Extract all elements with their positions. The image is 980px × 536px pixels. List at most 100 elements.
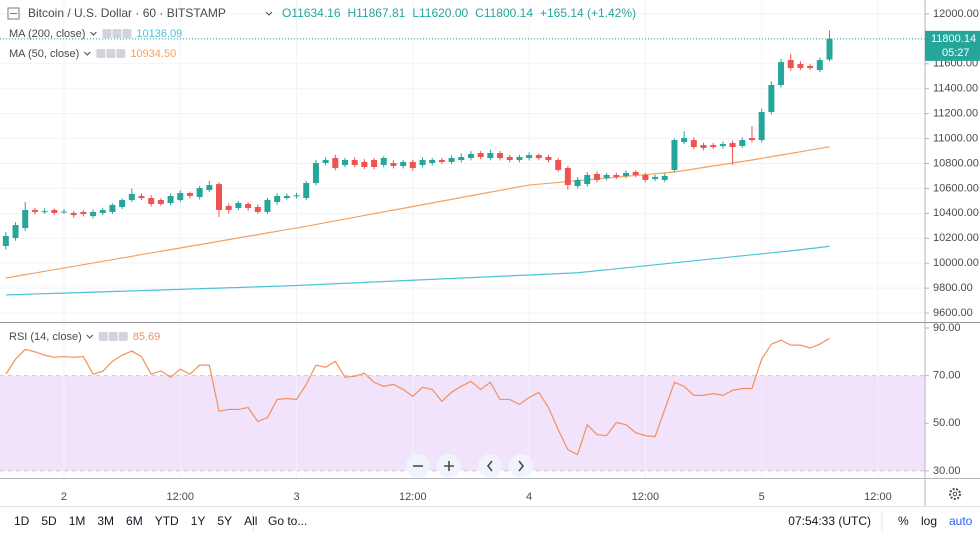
candle-body bbox=[293, 195, 300, 197]
candle-body bbox=[254, 206, 261, 212]
bottom-toolbar: Go to... 07:54:33 (UTC) % log auto 1D 5D 1… bbox=[14, 512, 973, 531]
candle-body bbox=[264, 200, 271, 212]
candle-body bbox=[148, 198, 155, 204]
candle-body bbox=[390, 162, 397, 166]
scroll-left-button[interactable] bbox=[478, 454, 502, 478]
range-button[interactable]: 6M bbox=[126, 514, 143, 528]
x-tick-label: 12:00 bbox=[632, 491, 660, 503]
auto-toggle[interactable]: auto bbox=[949, 514, 973, 528]
candle-body bbox=[778, 62, 785, 85]
y-tick-label: 50.00 bbox=[933, 417, 961, 429]
candle-body bbox=[681, 138, 688, 143]
scroll-right-button[interactable] bbox=[509, 454, 533, 478]
range-button[interactable]: 1M bbox=[69, 514, 86, 528]
indicator-name: MA (50, close) bbox=[9, 48, 79, 60]
candle-body bbox=[225, 205, 232, 210]
candle-body bbox=[274, 196, 281, 202]
x-tick-label: 4 bbox=[526, 491, 532, 503]
range-button[interactable]: 1Y bbox=[191, 514, 206, 528]
candle-body bbox=[283, 196, 290, 199]
candle-body bbox=[167, 196, 174, 203]
countdown: 05:27 bbox=[942, 47, 970, 59]
candle-body bbox=[128, 194, 135, 201]
goto-button[interactable]: Go to... bbox=[268, 514, 307, 528]
log-toggle[interactable]: log bbox=[921, 514, 937, 528]
settings-icon bbox=[952, 491, 958, 497]
candle-body bbox=[371, 160, 378, 167]
candle-body bbox=[574, 179, 581, 187]
candle-body bbox=[400, 161, 407, 166]
candle-body bbox=[467, 154, 474, 159]
candle-body bbox=[177, 193, 184, 201]
candle-body bbox=[661, 175, 668, 180]
settings-icon bbox=[949, 488, 961, 500]
range-button[interactable]: YTD bbox=[155, 514, 179, 528]
candle-body bbox=[739, 140, 746, 147]
indicator-value: 85.69 bbox=[133, 331, 161, 343]
candle-body bbox=[807, 66, 814, 69]
candle-body bbox=[826, 38, 833, 60]
candle-body bbox=[380, 158, 387, 165]
candle-body bbox=[710, 145, 717, 148]
grid bbox=[0, 0, 925, 478]
candle-body bbox=[245, 203, 252, 208]
range-button[interactable]: 1D bbox=[14, 514, 30, 528]
x-tick-label: 2 bbox=[61, 491, 67, 503]
candle-body bbox=[332, 158, 339, 168]
range-button[interactable]: All bbox=[244, 514, 257, 528]
candle-body bbox=[497, 153, 504, 159]
candle-body bbox=[22, 209, 29, 229]
zoom-in-icon bbox=[444, 461, 454, 471]
candle-body bbox=[719, 144, 726, 147]
y-tick-label: 12000.00 bbox=[933, 8, 979, 20]
y-tick-label: 11400.00 bbox=[933, 83, 978, 95]
dropdown-icon bbox=[86, 334, 94, 339]
candle-body bbox=[109, 204, 116, 212]
zoom-controls bbox=[406, 454, 533, 478]
candle-body bbox=[700, 145, 707, 149]
candle-body bbox=[564, 167, 571, 186]
range-button[interactable]: 5D bbox=[41, 514, 57, 528]
collapse-icon[interactable] bbox=[7, 7, 20, 20]
y-tick-label: 10000.00 bbox=[933, 257, 979, 269]
candle-body bbox=[80, 211, 87, 214]
indicator-value: 10934.50 bbox=[130, 48, 176, 60]
y-tick-label: 70.00 bbox=[933, 370, 961, 382]
range-button[interactable]: 3M bbox=[97, 514, 114, 528]
dropdown-icon[interactable] bbox=[265, 11, 273, 16]
ohlc-value: L11620.00 bbox=[412, 6, 468, 20]
candle-body bbox=[119, 200, 126, 207]
candle-body bbox=[138, 196, 145, 199]
candle-body bbox=[729, 143, 736, 148]
candle-body bbox=[526, 155, 533, 159]
x-tick-label: 3 bbox=[293, 491, 299, 503]
candle-body bbox=[341, 160, 348, 165]
candle-body bbox=[477, 153, 484, 158]
rsi-line bbox=[5, 337, 830, 456]
candle-body bbox=[448, 158, 455, 162]
candle-body bbox=[235, 202, 242, 208]
scroll-left-icon bbox=[486, 460, 493, 472]
candle-body bbox=[322, 160, 329, 163]
indicator-icon bbox=[102, 29, 112, 38]
candle-body bbox=[90, 211, 97, 217]
clock: 07:54:33 (UTC) bbox=[788, 514, 871, 528]
indicator-icon bbox=[122, 29, 132, 38]
indicator-icon bbox=[112, 29, 122, 38]
candle-body bbox=[797, 64, 804, 69]
settings-button[interactable] bbox=[949, 488, 961, 500]
candle-body bbox=[748, 138, 755, 141]
candle-body bbox=[361, 161, 368, 167]
candle-body bbox=[632, 171, 639, 175]
candle-body bbox=[186, 193, 193, 197]
candle-body bbox=[51, 209, 58, 213]
candle-body bbox=[2, 236, 9, 246]
indicator-icon bbox=[96, 49, 106, 58]
candle-body bbox=[312, 162, 319, 184]
ohlc-value: O11634.16 bbox=[282, 6, 341, 20]
range-button[interactable]: 5Y bbox=[217, 514, 232, 528]
legend: MA (200, close) 10136.09 MA (50, close) 109… bbox=[9, 28, 182, 343]
percent-toggle[interactable]: % bbox=[898, 514, 909, 528]
y-tick-label: 10400.00 bbox=[933, 207, 979, 219]
ohlc-value: C11800.14 bbox=[475, 6, 533, 20]
